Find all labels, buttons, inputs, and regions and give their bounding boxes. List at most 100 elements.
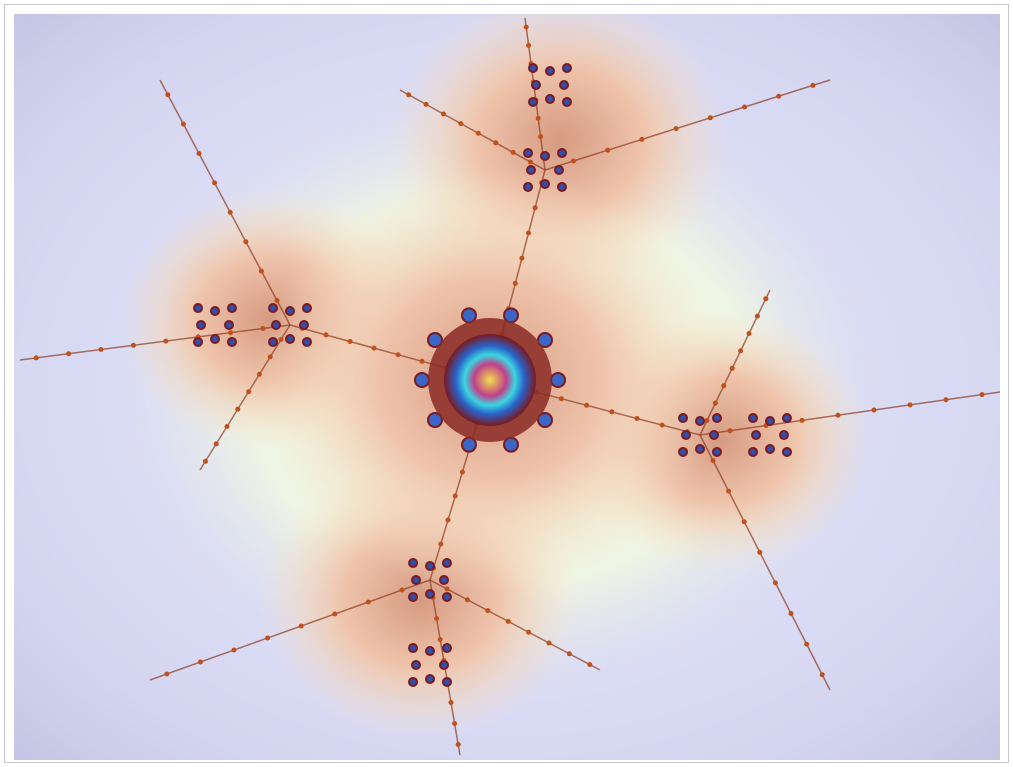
filament-node xyxy=(505,618,511,624)
filament-node xyxy=(228,330,234,336)
filament-node xyxy=(566,651,572,657)
filament-node xyxy=(212,180,218,186)
cluster-dot xyxy=(695,444,705,454)
filament-node xyxy=(979,392,985,398)
cluster-dot xyxy=(196,320,206,330)
filament-node xyxy=(584,402,590,408)
filament-node xyxy=(399,587,405,593)
filament-node xyxy=(742,104,747,110)
cluster-dot xyxy=(271,320,281,330)
cluster-dot xyxy=(678,413,689,424)
filament-node xyxy=(799,417,805,423)
filament-node xyxy=(804,641,810,647)
cluster-dot xyxy=(554,165,564,175)
cluster-dot xyxy=(301,303,312,314)
cluster-dot xyxy=(556,181,567,192)
filament-node xyxy=(235,406,241,412)
cluster-dot xyxy=(528,63,539,74)
filament-node xyxy=(130,342,136,348)
filament-node xyxy=(441,111,446,117)
cluster-dot xyxy=(425,674,435,684)
cluster-dot xyxy=(556,148,567,159)
filament-node xyxy=(371,345,377,351)
filament-node xyxy=(634,416,640,421)
filament-node xyxy=(258,268,264,274)
cluster-dot xyxy=(408,643,419,654)
filament-node xyxy=(347,339,353,344)
filament-node xyxy=(246,389,252,395)
cluster-dot xyxy=(711,446,722,457)
filament-node xyxy=(763,296,769,302)
filament xyxy=(699,434,831,691)
cluster-dot xyxy=(709,430,719,440)
filament-node xyxy=(835,412,841,418)
filament-node xyxy=(519,255,525,261)
cluster-dot xyxy=(439,660,449,670)
filament-node xyxy=(274,298,280,303)
filament-node xyxy=(526,230,531,236)
filament-node xyxy=(659,422,665,428)
filament-node xyxy=(754,313,760,319)
core xyxy=(444,334,536,426)
cluster-dot xyxy=(425,561,435,571)
filament-node xyxy=(609,409,615,415)
filament-node xyxy=(434,616,440,621)
cluster-dot xyxy=(226,336,237,347)
cluster-dot xyxy=(408,558,419,569)
cluster-dot xyxy=(523,148,534,159)
core-bud xyxy=(426,332,443,349)
filament xyxy=(544,79,831,171)
filament-node xyxy=(729,365,735,371)
filament-node xyxy=(256,371,262,377)
filament-node xyxy=(512,280,518,286)
filament-node xyxy=(267,354,273,360)
cluster-dot xyxy=(781,446,792,457)
filament-node xyxy=(587,662,593,668)
filament-node xyxy=(907,402,913,408)
filament-node xyxy=(819,672,825,678)
filament-node xyxy=(332,611,338,617)
cluster-dot xyxy=(285,334,295,344)
filament-node xyxy=(455,742,461,747)
filament-node xyxy=(419,358,425,364)
cluster-dot xyxy=(540,179,550,189)
filament-node xyxy=(163,338,169,344)
image-frame xyxy=(4,4,1009,763)
filament-node xyxy=(452,721,458,726)
filament-node xyxy=(98,347,104,352)
cluster-dot xyxy=(411,575,421,585)
cluster-dot xyxy=(299,320,309,330)
filament-node xyxy=(738,348,744,354)
filament-node xyxy=(710,458,716,463)
cluster-dot xyxy=(425,589,435,599)
filament-node xyxy=(444,586,450,592)
filament-node xyxy=(546,640,552,646)
filament-node xyxy=(526,629,532,635)
filament-node xyxy=(437,637,443,642)
core-bud xyxy=(414,372,430,388)
cluster-dot xyxy=(193,303,204,314)
filament-node xyxy=(265,635,271,641)
filament-node xyxy=(278,337,284,342)
filament-node xyxy=(438,541,444,547)
filament-node xyxy=(196,151,202,156)
cluster-dot xyxy=(561,63,572,74)
cluster-dot xyxy=(523,181,534,192)
filament-node xyxy=(673,126,679,132)
cluster-dot xyxy=(193,336,204,347)
filament-node xyxy=(871,407,877,413)
cluster-dot xyxy=(751,430,761,440)
cluster-dot xyxy=(441,643,452,654)
filament-node xyxy=(298,623,304,629)
cluster-dot xyxy=(425,646,435,656)
filament-node xyxy=(943,397,949,403)
cluster-dot xyxy=(210,306,220,316)
filament-node xyxy=(772,580,778,586)
filament-node xyxy=(726,488,732,494)
filament xyxy=(159,79,291,326)
cluster-dot xyxy=(545,94,555,104)
filament-node xyxy=(727,428,733,434)
filament-node xyxy=(464,597,470,603)
filament-node xyxy=(639,136,645,142)
cluster-dot xyxy=(779,430,789,440)
